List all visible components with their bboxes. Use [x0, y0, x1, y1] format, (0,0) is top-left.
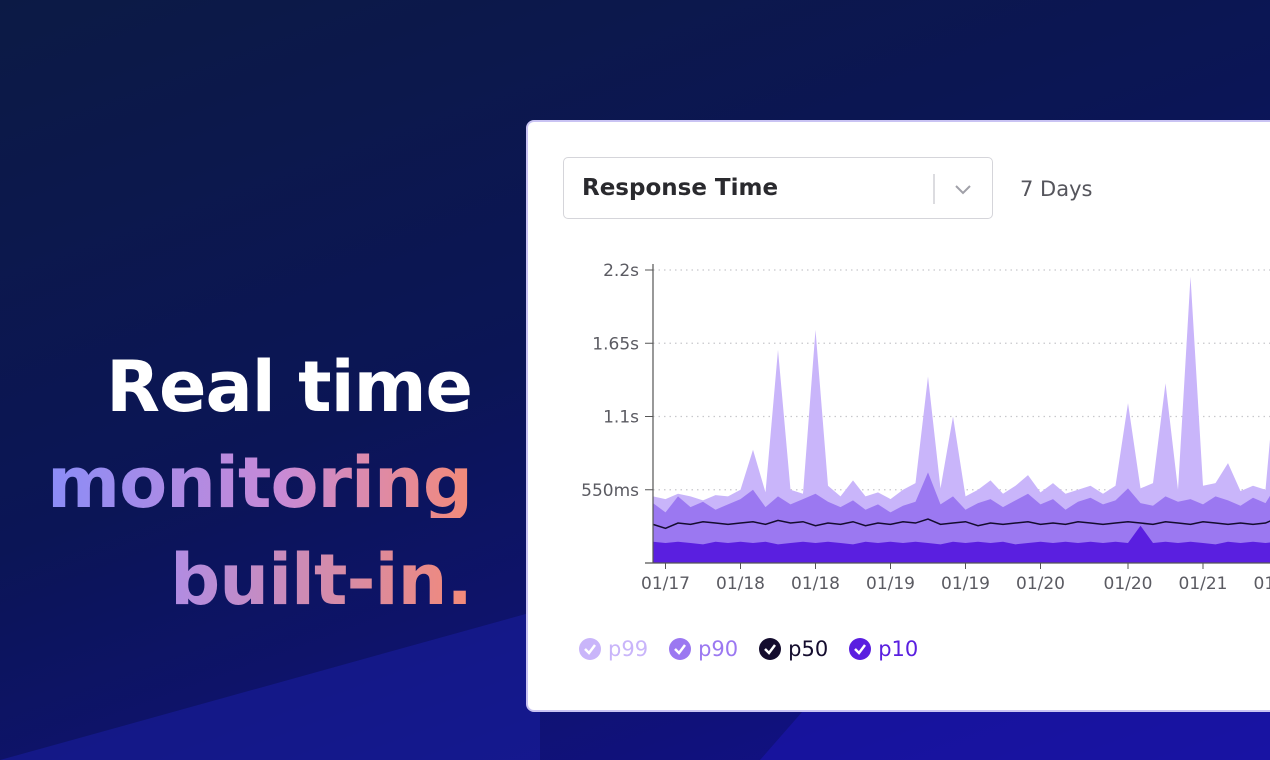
headline-line: Real time [106, 346, 473, 428]
select-value: Response Time [582, 175, 779, 201]
range-label[interactable]: 7 Days [1020, 177, 1093, 201]
x-tick-label: 01/18 [791, 574, 840, 594]
check-circle [849, 638, 872, 660]
y-tick-label: 1.1s [603, 408, 639, 428]
chart-card: Response Time 7 Days 550ms 1.1s 1.65s 2.2s 0… [526, 120, 1270, 712]
legend-check [579, 638, 601, 660]
metric-select[interactable]: Response Time [563, 157, 993, 219]
x-tick-label: 01/20 [1104, 574, 1153, 594]
legend-label: p10 [878, 637, 919, 661]
legend-item[interactable]: p10 [848, 637, 918, 661]
legend-item[interactable]: p99 [578, 637, 648, 661]
legend-label: p99 [608, 637, 649, 661]
legend-item[interactable]: p90 [668, 637, 738, 661]
area [653, 276, 1270, 563]
x-tick-label: 01/19 [866, 574, 915, 594]
check-circle [759, 638, 782, 660]
check-mark [674, 644, 687, 655]
check-mark [854, 644, 867, 655]
legend-label: p50 [788, 637, 829, 661]
legend-check [849, 638, 872, 660]
x-tick-label: 01/18 [716, 574, 765, 594]
x-tick-label: 01/19 [941, 574, 990, 594]
headline-line: monitoring [47, 442, 473, 524]
area [653, 525, 1270, 563]
y-tick-label: 2.2s [603, 261, 639, 281]
headline-line: built-in. [170, 539, 473, 621]
y-tick-label: 1.65s [592, 334, 639, 354]
legend-check [669, 638, 692, 660]
area [653, 472, 1270, 563]
select-caret [933, 174, 971, 204]
x-tick-label: 01/21 [1254, 574, 1270, 594]
line [652, 518, 1270, 530]
check-mark [764, 644, 777, 655]
check-circle [669, 638, 692, 660]
x-tick-label: 01/17 [641, 574, 690, 594]
x-tick-label: 01/21 [1179, 574, 1228, 594]
legend-check [759, 638, 782, 660]
y-tick-label: 550ms [581, 481, 639, 501]
legend-label: p90 [698, 637, 739, 661]
chart: 550ms 1.1s 1.65s 2.2s 01/17 01/18 01/18 01/19 01… [581, 261, 1270, 594]
x-tick-label: 01/20 [1016, 574, 1065, 594]
legend: p99 p90 p50 p10 [578, 637, 918, 661]
check-mark [584, 644, 596, 655]
check-circle [579, 638, 601, 660]
legend-item[interactable]: p50 [758, 637, 828, 661]
